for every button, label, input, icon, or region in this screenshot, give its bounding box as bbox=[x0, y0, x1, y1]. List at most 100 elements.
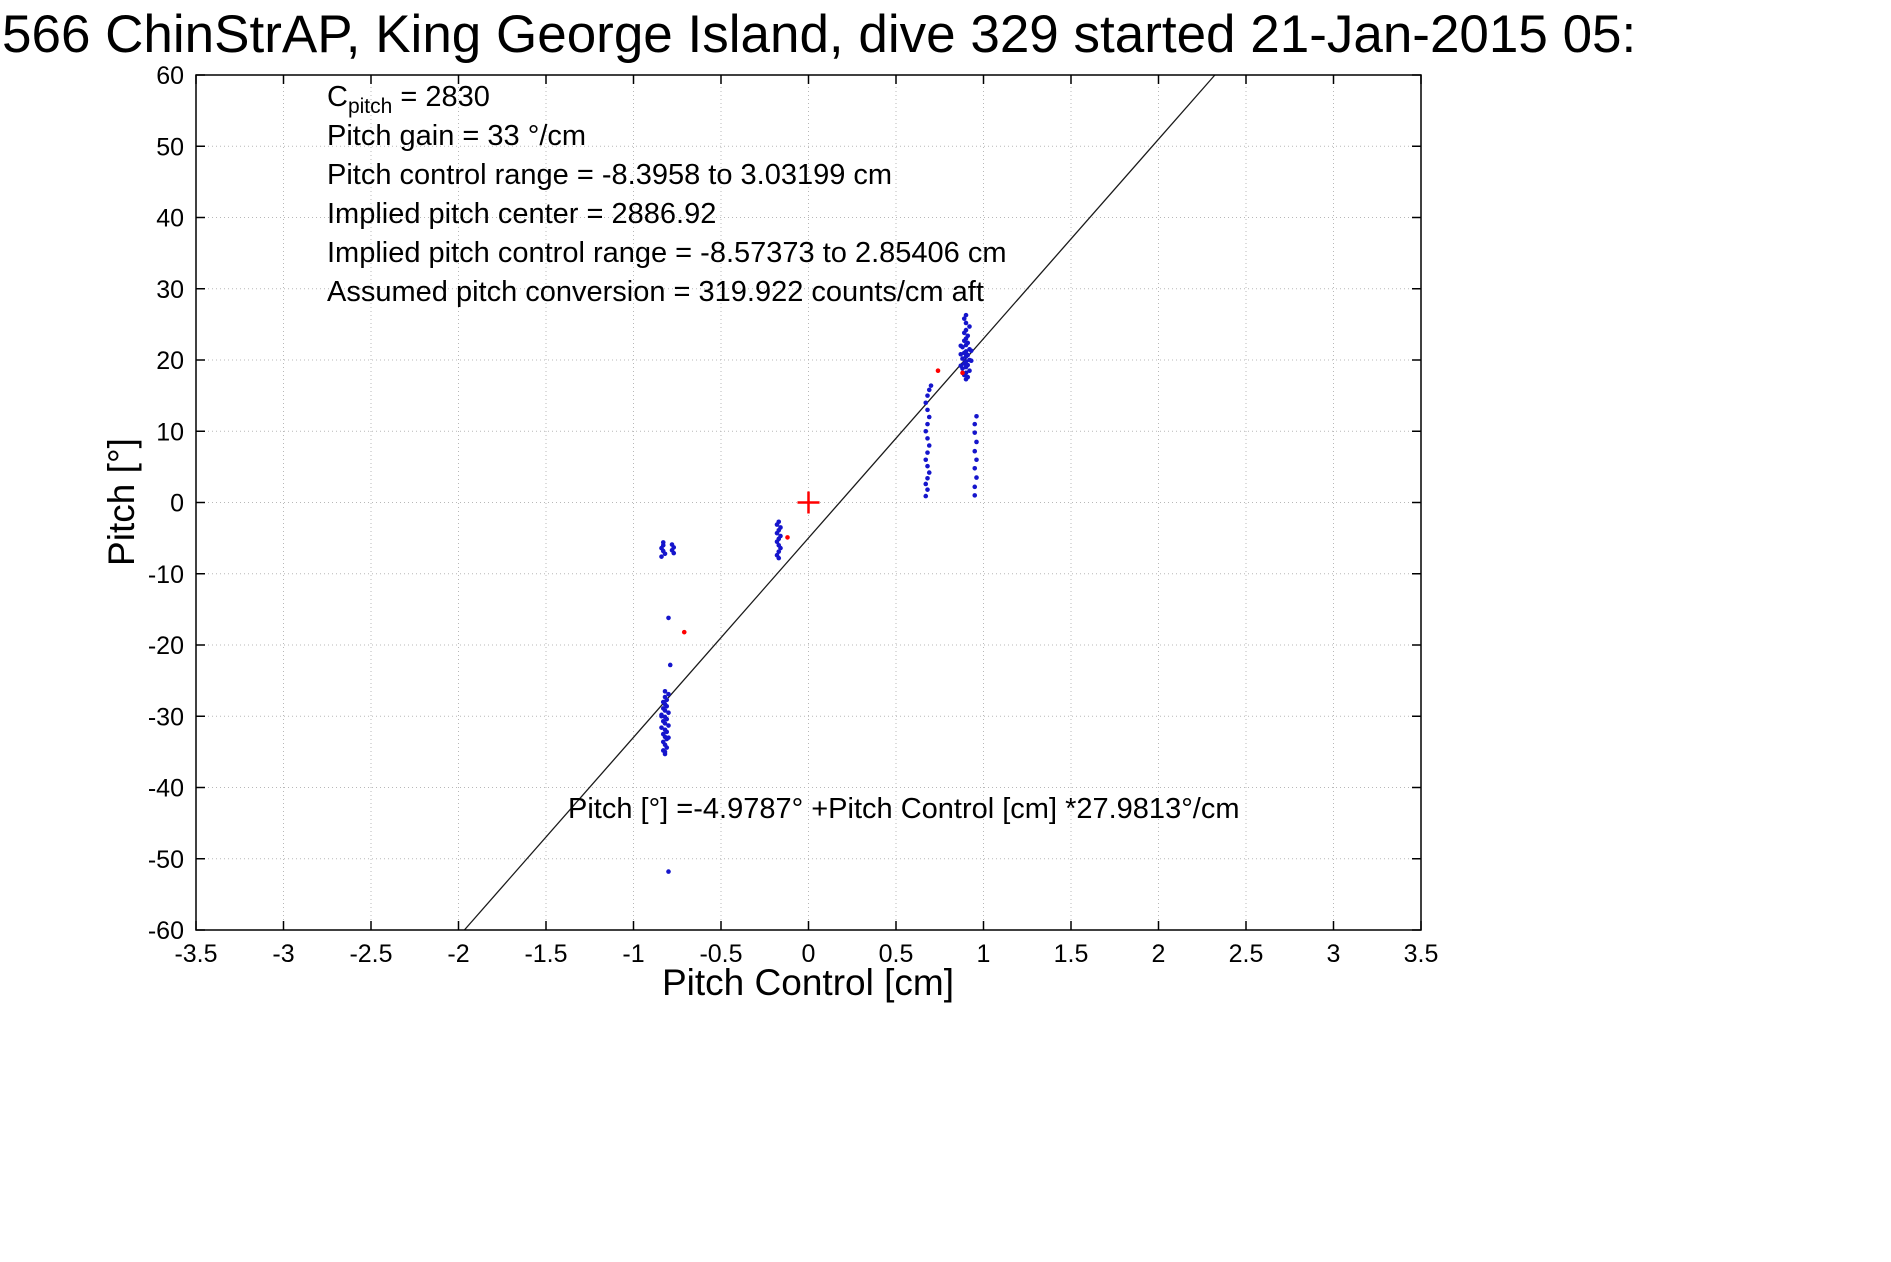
x-tick-label: 3.5 bbox=[1404, 940, 1439, 968]
pitch-observations-point bbox=[965, 333, 971, 339]
pitch-observations-point bbox=[958, 352, 964, 357]
y-tick-label: -30 bbox=[148, 703, 184, 731]
pitch-observations-point bbox=[774, 539, 780, 544]
pitch-observations-point bbox=[776, 549, 782, 554]
flagged-observations-point bbox=[785, 535, 790, 540]
x-tick-label: -0.5 bbox=[699, 940, 742, 968]
pitch-observations-point bbox=[958, 343, 964, 349]
x-tick-label: 1.5 bbox=[1054, 940, 1089, 968]
pitch-observations-point bbox=[925, 407, 930, 413]
flagged-observations-point bbox=[960, 370, 965, 376]
pitch-observations-point bbox=[660, 731, 666, 737]
pitch-observations-point bbox=[972, 484, 978, 490]
pitch-observations-point bbox=[671, 550, 677, 556]
pitch-observations-point bbox=[660, 739, 666, 745]
pitch-observations-point bbox=[662, 689, 668, 694]
pitch-observations-point bbox=[972, 466, 978, 471]
pitch-observations-point bbox=[961, 316, 967, 321]
y-tick-label: -40 bbox=[148, 775, 184, 803]
y-tick-label: 20 bbox=[156, 347, 184, 375]
pitch-observations-point bbox=[963, 370, 969, 376]
annotation-pitch-gain: Pitch gain = 33 °/cm bbox=[327, 120, 587, 152]
fit-equation: Pitch [°] =-4.9787° +Pitch Control [cm] … bbox=[568, 793, 1240, 825]
pitch-observations-point bbox=[659, 725, 664, 730]
pitch-observations-point bbox=[776, 555, 782, 561]
pitch-observations-point bbox=[778, 545, 783, 551]
pitch-observations-point bbox=[960, 356, 965, 361]
pitch-observations-point bbox=[972, 421, 978, 427]
pitch-observations-point bbox=[662, 749, 668, 755]
pitch-observations-point bbox=[925, 487, 930, 492]
pitch-observations-point bbox=[923, 457, 929, 463]
annotation-implied-control-range: Implied pitch control range = -8.57373 t… bbox=[327, 237, 1007, 269]
flagged-observations-point bbox=[681, 629, 687, 635]
pitch-observations-point bbox=[774, 522, 780, 527]
x-axis-label: Pitch Control [cm] bbox=[662, 962, 954, 1003]
pitch-observations-point bbox=[662, 694, 668, 700]
y-tick-label: -60 bbox=[148, 917, 184, 945]
pitch-observations-point bbox=[662, 727, 668, 733]
pitch-observations-point bbox=[963, 359, 969, 364]
pitch-observations-point bbox=[660, 706, 666, 711]
x-tick-label: -1 bbox=[622, 940, 644, 968]
pitch-observations-point bbox=[926, 414, 932, 420]
pitch-observations-point bbox=[925, 436, 930, 441]
pitch-observations-point bbox=[666, 691, 671, 697]
pitch-observations-point bbox=[926, 470, 932, 475]
pitch-observations-point bbox=[925, 421, 930, 427]
x-tick-label: -3.5 bbox=[174, 940, 217, 968]
annotation-pitch-conversion: Assumed pitch conversion = 319.922 count… bbox=[327, 276, 984, 308]
x-tick-label: 0.5 bbox=[879, 940, 914, 968]
y-tick-label: -10 bbox=[148, 561, 184, 589]
pitch-observations-point bbox=[965, 340, 971, 346]
pitch-observations-point bbox=[974, 475, 979, 480]
pitch-observations-point bbox=[925, 450, 930, 455]
pitch-observations-point bbox=[923, 481, 929, 487]
x-tick-label: 1 bbox=[977, 940, 991, 968]
x-tick-label: -1.5 bbox=[524, 940, 567, 968]
y-tick-label: -50 bbox=[148, 846, 184, 874]
c-subscript: pitch bbox=[347, 94, 393, 118]
pitch-observations-point bbox=[967, 324, 972, 329]
pitch-observations-point bbox=[923, 400, 929, 406]
y-tick-label: 50 bbox=[156, 133, 184, 161]
fit-line bbox=[463, 74, 1216, 931]
x-tick-label: -2 bbox=[447, 940, 469, 968]
pitch-observations-point bbox=[974, 457, 979, 463]
y-tick-label: 40 bbox=[156, 205, 184, 233]
pitch-observations-point bbox=[965, 352, 971, 358]
annotation-pitch-control-range: Pitch control range = -8.3958 to 3.03199… bbox=[327, 159, 893, 191]
pitch-observations-point bbox=[968, 358, 974, 364]
x-tick-label: 2.5 bbox=[1229, 940, 1264, 968]
pitch-observations-point bbox=[660, 718, 666, 724]
pitch-observations-point bbox=[928, 383, 934, 388]
pitch-observations-point bbox=[967, 368, 972, 373]
pitch-observations-point bbox=[662, 714, 668, 720]
pitch-observations-point bbox=[968, 348, 974, 354]
x-tick-label: 0 bbox=[802, 940, 816, 968]
x-tick-label: 3 bbox=[1327, 940, 1341, 968]
c-symbol: C bbox=[327, 81, 348, 113]
pitch-observations-point bbox=[925, 393, 930, 398]
c-value: = 2830 bbox=[392, 81, 490, 113]
pitch-observations-point bbox=[972, 448, 978, 454]
y-tick-label: -20 bbox=[148, 632, 184, 660]
pitch-observations-point bbox=[963, 327, 969, 333]
pitch-observations-point bbox=[965, 374, 971, 380]
y-tick-label: 30 bbox=[156, 276, 184, 304]
pitch-observations-point bbox=[925, 475, 930, 481]
y-tick-label: 60 bbox=[156, 62, 184, 90]
y-axis-label: Pitch [°] bbox=[101, 438, 142, 566]
annotation-block: Cpitch = 2830 Pitch gain = 33 °/cm Pitch… bbox=[327, 78, 1007, 312]
pitch-observations-point bbox=[926, 387, 932, 393]
pitch-observations-point bbox=[666, 710, 671, 715]
pitch-observations-point bbox=[923, 428, 929, 434]
pitch-observations-point bbox=[926, 443, 932, 448]
pitch-observations-point bbox=[965, 362, 971, 368]
annotation-implied-pitch-center: Implied pitch center = 2886.92 bbox=[327, 198, 717, 230]
pitch-observations-point bbox=[667, 662, 673, 668]
pitch-observations-point bbox=[666, 869, 671, 874]
pitch-observations-point bbox=[974, 413, 979, 419]
